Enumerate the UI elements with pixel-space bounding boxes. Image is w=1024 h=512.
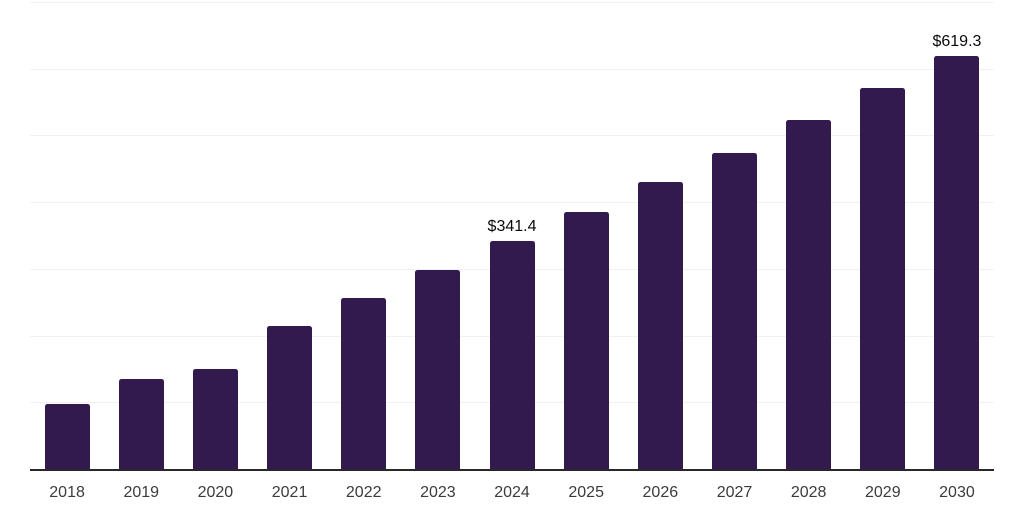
x-tick-2030: 2030	[939, 484, 975, 501]
gridline-400	[30, 202, 994, 204]
bar-slot-2021	[252, 2, 326, 469]
bar-slot-2029	[846, 2, 920, 469]
bar-slot-2028	[772, 2, 846, 469]
bar-2018	[44, 403, 90, 469]
data-label-2030: $619.3	[932, 32, 982, 50]
bar-2026	[637, 182, 683, 469]
x-tick-2028: 2028	[790, 484, 827, 501]
bar-2030	[934, 55, 980, 469]
bar-slot-2030: $619.3	[920, 2, 994, 469]
x-tick-2020: 2020	[197, 484, 234, 501]
x-tick-2019: 2019	[123, 484, 160, 501]
x-tick-2022: 2022	[345, 484, 382, 501]
x-tick-2024: 2024	[494, 484, 530, 501]
x-tick-2029: 2029	[865, 484, 901, 501]
bar-slot-2025	[549, 2, 623, 469]
x-tick-2025: 2025	[568, 484, 604, 501]
bar-2027	[711, 152, 757, 469]
bar-slot-2027	[697, 2, 771, 469]
bar-2022	[341, 298, 387, 469]
gridline-600	[30, 68, 994, 70]
bar-2024	[489, 241, 535, 469]
bar-slot-2026	[623, 2, 697, 469]
gridline-500	[30, 135, 994, 137]
bar-slot-2019	[104, 2, 178, 469]
x-tick-2027: 2027	[716, 484, 753, 501]
bar-slot-2022	[327, 2, 401, 469]
x-tick-2026: 2026	[642, 484, 679, 501]
bars-container: $341.4 $619.3	[30, 2, 994, 469]
bar-slot-2024: $341.4	[475, 2, 549, 469]
bar-slot-2020	[178, 2, 252, 469]
bar-2019	[118, 379, 164, 469]
gridline-700	[30, 2, 994, 3]
bar-2020	[192, 369, 238, 469]
bar-2021	[267, 326, 313, 469]
bar-2029	[860, 87, 906, 469]
bar-slot-2023	[401, 2, 475, 469]
x-tick-2018: 2018	[49, 484, 85, 501]
bar-slot-2018	[30, 2, 104, 469]
bar-2025	[563, 212, 609, 469]
bar-2023	[415, 270, 461, 469]
plot-area: $341.4 $619.3	[30, 2, 994, 471]
data-label-2024: $341.4	[487, 218, 537, 236]
x-axis-labels: 2018 2019 2020 2021 2022 2023 2024 2025 2026 2027…	[30, 471, 994, 512]
x-tick-2021: 2021	[271, 484, 308, 501]
bar-2028	[786, 119, 832, 469]
x-tick-2023: 2023	[420, 484, 456, 501]
